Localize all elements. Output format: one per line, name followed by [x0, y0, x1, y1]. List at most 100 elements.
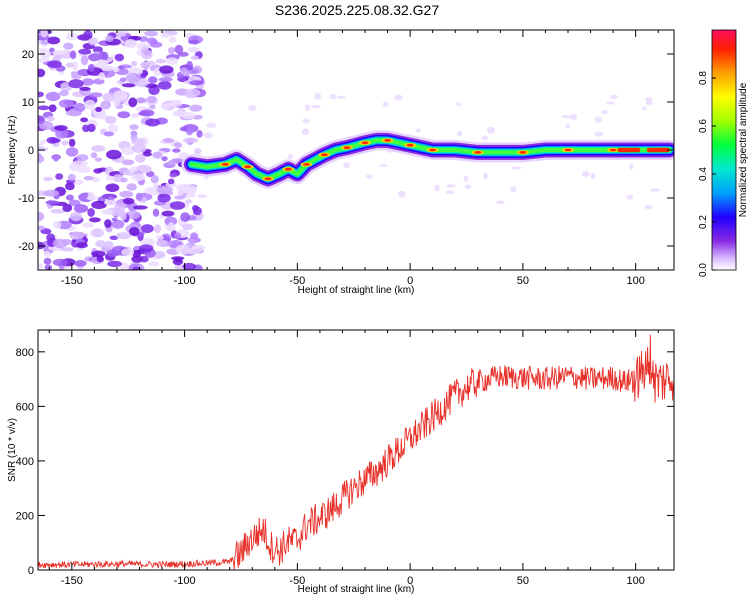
- noise-blob: [63, 42, 74, 50]
- noise-blob: [168, 36, 177, 43]
- snr-xtick-label: -100: [174, 575, 196, 587]
- noise-blob: [167, 222, 175, 231]
- noise-blob: [150, 175, 159, 184]
- noise-blob: [142, 151, 152, 157]
- noise-blob: [650, 188, 660, 192]
- noise-blob: [97, 59, 109, 69]
- noise-blob: [43, 189, 60, 197]
- snr-xtick-label: -50: [289, 575, 305, 587]
- noise-blob: [594, 131, 604, 137]
- noise-blob: [107, 124, 119, 134]
- colorbar-label: Normalized spectral amplitude: [738, 82, 749, 217]
- noise-blob: [629, 163, 634, 170]
- noise-blob: [104, 116, 117, 124]
- noise-blob: [38, 147, 49, 152]
- noise-blob: [394, 94, 403, 101]
- noise-blob: [116, 232, 132, 240]
- noise-blob: [181, 112, 196, 119]
- noise-blob: [129, 124, 139, 130]
- noise-blob: [72, 61, 79, 71]
- noise-blob: [166, 57, 178, 65]
- noise-blob: [569, 114, 578, 120]
- spectrogram-xtick-label: 50: [517, 275, 529, 287]
- noise-blob: [38, 154, 45, 164]
- spectrogram-xtick-label: -150: [61, 275, 83, 287]
- noise-blob: [121, 248, 134, 257]
- noise-blob: [149, 41, 163, 48]
- noise-blob: [52, 258, 68, 266]
- noise-blob: [172, 148, 181, 153]
- ridge-band: [189, 138, 672, 181]
- spectrogram-ytick-label: 10: [22, 97, 34, 109]
- ridge-hotspot-core: [617, 147, 641, 153]
- noise-blob: [98, 72, 106, 81]
- noise-blob: [174, 232, 182, 240]
- noise-blob: [120, 146, 136, 155]
- noise-blob: [188, 238, 196, 245]
- noise-blob: [76, 154, 89, 162]
- snr-xtick-label: 50: [517, 575, 529, 587]
- noise-blob: [130, 113, 140, 119]
- noise-blob: [175, 244, 191, 255]
- noise-blob: [149, 104, 156, 110]
- noise-blob: [155, 235, 164, 240]
- noise-blob: [38, 115, 46, 125]
- noise-blob: [642, 106, 647, 111]
- noise-blob: [196, 84, 204, 90]
- noise-blob: [65, 147, 79, 157]
- noise-blob: [141, 49, 153, 60]
- noise-blob: [50, 209, 66, 214]
- colorbar-tick-label: 0.8: [698, 71, 709, 85]
- noise-blob: [206, 122, 216, 129]
- noise-blob: [158, 77, 173, 82]
- noise-blob: [52, 50, 68, 56]
- noise-blob: [74, 179, 84, 185]
- noise-blob: [481, 135, 488, 141]
- noise-blob: [133, 205, 148, 210]
- colorbar-tick-label: 0.2: [698, 215, 709, 229]
- noise-blob: [119, 210, 127, 221]
- noise-blob: [68, 199, 81, 207]
- noise-blob: [140, 61, 151, 69]
- noise-blob: [95, 240, 106, 248]
- noise-blob: [38, 211, 45, 222]
- noise-blob: [131, 60, 138, 67]
- noise-blob: [79, 86, 91, 91]
- noise-blob: [174, 44, 184, 54]
- noise-blob: [594, 116, 603, 123]
- noise-blob: [310, 104, 321, 109]
- noise-blob: [103, 131, 115, 137]
- snr-series: [38, 334, 674, 570]
- noise-blob: [581, 171, 590, 177]
- noise-blob: [119, 77, 127, 82]
- noise-blob: [65, 62, 75, 68]
- noise-blob: [38, 262, 44, 269]
- spectrogram-xtick-label: 100: [626, 275, 644, 287]
- noise-blob: [95, 114, 109, 120]
- ridge-hotspot-core: [564, 148, 572, 152]
- noise-blob: [434, 184, 440, 192]
- noise-blob: [138, 111, 151, 116]
- noise-blob: [182, 223, 193, 231]
- noise-blob: [465, 184, 472, 189]
- noise-blob: [192, 205, 199, 212]
- noise-blob: [48, 104, 57, 113]
- noise-blob: [138, 244, 154, 253]
- noise-blob: [287, 153, 293, 159]
- colorbar-tick-label: 0.4: [698, 167, 709, 181]
- snr-frame: [37, 329, 675, 571]
- noise-blob: [104, 200, 118, 206]
- snr-ytick-label: 800: [16, 347, 34, 359]
- noise-blob: [70, 71, 78, 77]
- noise-blob: [190, 245, 204, 254]
- noise-blob: [184, 199, 193, 204]
- ridge-hotspot-core: [343, 146, 351, 150]
- noise-blob: [160, 103, 172, 110]
- noise-blob: [131, 173, 146, 182]
- chart-title: S236.2025.225.08.32.G27: [275, 2, 439, 18]
- noise-blob: [152, 151, 163, 159]
- noise-blob: [174, 195, 186, 200]
- noise-blob: [186, 60, 194, 71]
